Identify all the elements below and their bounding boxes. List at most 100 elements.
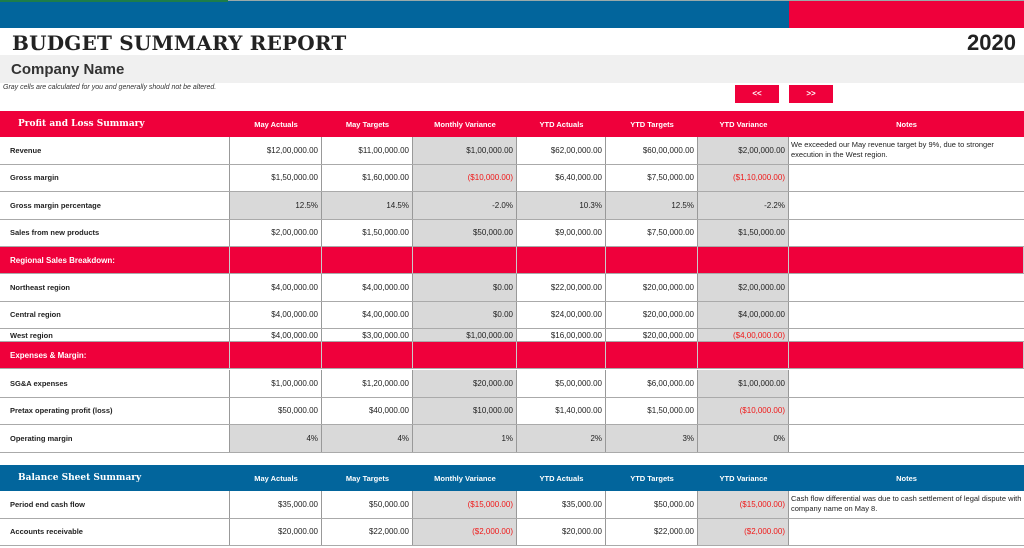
value-cell: $1,00,000.00 <box>413 137 517 164</box>
value-cell[interactable]: $2,00,000.00 <box>230 219 322 246</box>
value-cell[interactable]: $20,000.00 <box>230 518 322 545</box>
value-cell[interactable]: $4,00,000.00 <box>230 301 322 328</box>
report-year[interactable]: 2020 <box>967 30 1016 55</box>
table-row: Pretax operating profit (loss) $50,000.00… <box>0 397 1024 425</box>
column-header: YTD Actuals <box>539 119 584 129</box>
value-cell: 1% <box>413 425 517 452</box>
row-label: Period end cash flow <box>0 491 230 518</box>
section-cell <box>698 247 789 273</box>
value-cell[interactable]: $35,000.00 <box>230 491 322 518</box>
value-cell: 2% <box>517 425 606 452</box>
notes-cell[interactable]: Cash flow differential was due to cash s… <box>791 494 1022 513</box>
value-cell: 10.3% <box>517 192 606 219</box>
value-cell[interactable]: $9,00,000.00 <box>517 219 606 246</box>
section-cell <box>698 342 789 368</box>
value-cell[interactable]: $20,000.00 <box>517 518 606 545</box>
value-cell[interactable]: $7,50,000.00 <box>606 164 698 191</box>
column-header: May Targets <box>345 473 390 483</box>
table-header: Balance Sheet Summary May Actuals May Targ… <box>0 465 1024 491</box>
value-cell: $2,00,000.00 <box>698 137 789 164</box>
next-button[interactable]: >> <box>789 85 833 103</box>
notes-cell[interactable] <box>789 329 1024 341</box>
value-cell[interactable]: $1,50,000.00 <box>606 397 698 424</box>
value-cell: ($4,00,000.00) <box>698 329 789 341</box>
value-cell: ($10,000.00) <box>698 397 789 424</box>
value-cell[interactable]: $1,20,000.00 <box>322 370 413 397</box>
value-cell: 4% <box>322 425 413 452</box>
notes-cell[interactable] <box>789 165 1024 192</box>
notes-cell[interactable] <box>789 302 1024 329</box>
value-cell[interactable]: $62,00,000.00 <box>517 137 606 164</box>
value-cell: -2.2% <box>698 192 789 219</box>
value-cell: $1,50,000.00 <box>698 219 789 246</box>
value-cell[interactable]: $22,000.00 <box>606 518 698 545</box>
value-cell[interactable]: $22,000.00 <box>322 518 413 545</box>
previous-button[interactable]: << <box>735 85 779 103</box>
notes-cell[interactable] <box>789 398 1024 425</box>
table-row: SG&A expenses $1,00,000.00 $1,20,000.00 $20… <box>0 370 1024 398</box>
table-row: Accounts receivable $20,000.00 $22,000.00(… <box>0 518 1024 546</box>
notes-cell[interactable] <box>789 370 1024 397</box>
section-title: Profit and Loss Summary <box>18 119 145 129</box>
value-cell[interactable]: $50,000.00 <box>230 397 322 424</box>
row-label: SG&A expenses <box>0 370 230 397</box>
value-cell[interactable]: $4,00,000.00 <box>230 274 322 301</box>
value-cell[interactable]: $1,40,000.00 <box>517 397 606 424</box>
value-cell[interactable]: $4,00,000.00 <box>322 274 413 301</box>
value-cell[interactable]: $22,00,000.00 <box>517 274 606 301</box>
value-cell[interactable]: $1,00,000.00 <box>230 370 322 397</box>
value-cell[interactable]: $11,00,000.00 <box>322 137 413 164</box>
value-cell[interactable]: $50,000.00 <box>322 491 413 518</box>
value-cell[interactable]: $40,000.00 <box>322 397 413 424</box>
value-cell: ($2,000.00) <box>413 518 517 545</box>
section-title: Balance Sheet Summary <box>18 473 142 483</box>
value-cell[interactable]: $24,00,000.00 <box>517 301 606 328</box>
value-cell[interactable]: $4,00,000.00 <box>322 301 413 328</box>
column-header: May Targets <box>345 119 390 129</box>
value-cell[interactable]: $20,00,000.00 <box>606 274 698 301</box>
value-cell: ($10,000.00) <box>413 164 517 191</box>
row-label: Gross margin percentage <box>0 192 230 219</box>
notes-cell[interactable] <box>789 519 1024 546</box>
top-banner <box>0 0 1024 28</box>
value-cell: $10,000.00 <box>413 397 517 424</box>
value-cell[interactable]: $1,50,000.00 <box>322 219 413 246</box>
notes-cell[interactable] <box>789 220 1024 247</box>
value-cell[interactable]: $6,40,000.00 <box>517 164 606 191</box>
value-cell[interactable]: $60,00,000.00 <box>606 137 698 164</box>
notes-cell[interactable] <box>789 274 1024 301</box>
section-cell <box>517 342 606 368</box>
value-cell: 14.5% <box>322 192 413 219</box>
value-cell[interactable]: $16,00,000.00 <box>517 329 606 341</box>
table-row: West region $4,00,000.00 $3,00,000.00 $1,00… <box>0 329 1024 342</box>
notes-cell[interactable]: We exceeded our May revenue target by 9%… <box>791 140 994 159</box>
value-cell[interactable]: $4,00,000.00 <box>230 329 322 341</box>
value-cell: $20,000.00 <box>413 370 517 397</box>
value-cell[interactable]: $12,00,000.00 <box>230 137 322 164</box>
value-cell: 12.5% <box>606 192 698 219</box>
value-cell[interactable]: $1,60,000.00 <box>322 164 413 191</box>
table-row: Operating margin 4% 4% 1% 2% 3% 0% <box>0 425 1024 453</box>
value-cell[interactable]: $1,50,000.00 <box>230 164 322 191</box>
value-cell[interactable]: $35,000.00 <box>517 491 606 518</box>
value-cell[interactable]: $5,00,000.00 <box>517 370 606 397</box>
value-cell[interactable]: $20,00,000.00 <box>606 301 698 328</box>
value-cell[interactable]: $7,50,000.00 <box>606 219 698 246</box>
value-cell[interactable]: $6,00,000.00 <box>606 370 698 397</box>
value-cell[interactable]: $20,00,000.00 <box>606 329 698 341</box>
column-header: Monthly Variance <box>434 119 496 129</box>
value-cell: $1,00,000.00 <box>698 370 789 397</box>
notes-cell[interactable] <box>789 192 1024 219</box>
section-cell <box>789 342 1024 368</box>
section-cell <box>789 247 1024 273</box>
value-cell[interactable]: $3,00,000.00 <box>322 329 413 341</box>
value-cell[interactable]: $50,000.00 <box>606 491 698 518</box>
section-cell <box>517 247 606 273</box>
company-name[interactable]: Company Name <box>0 55 1024 83</box>
column-header: Monthly Variance <box>434 473 496 483</box>
section-cell <box>413 247 517 273</box>
section-cell <box>230 247 322 273</box>
notes-cell[interactable] <box>789 425 1024 452</box>
value-cell: $50,000.00 <box>413 219 517 246</box>
value-cell: $0.00 <box>413 274 517 301</box>
